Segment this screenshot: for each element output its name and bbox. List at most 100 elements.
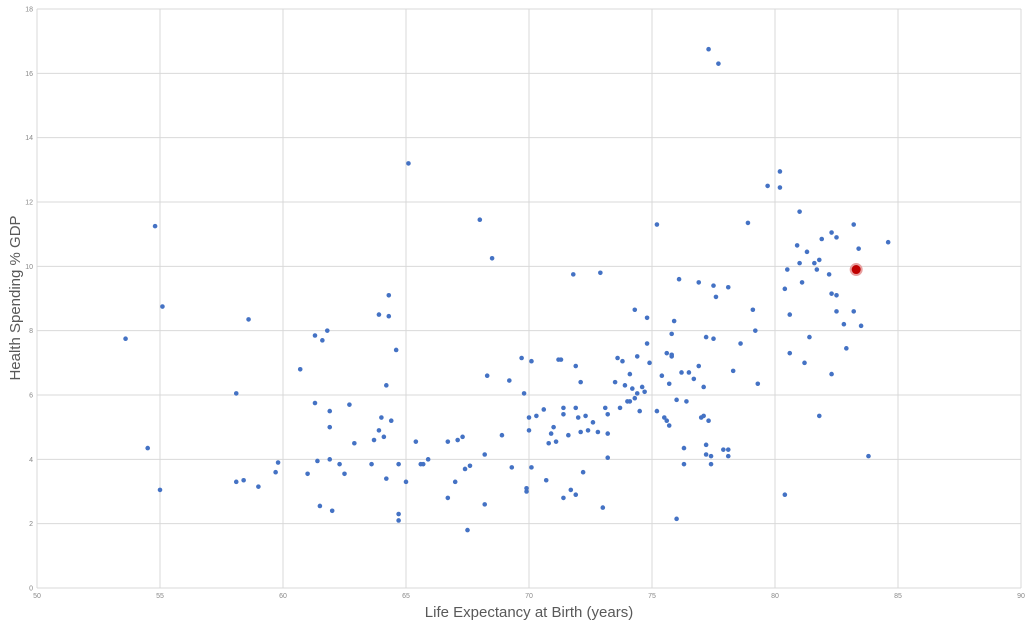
- data-point: [580, 469, 586, 475]
- data-point: [674, 516, 679, 522]
- data-point: [703, 452, 709, 457]
- data-point: [856, 246, 861, 251]
- data-point: [152, 223, 158, 229]
- data-point: [782, 492, 788, 498]
- data-point: [455, 437, 460, 443]
- data-point: [725, 453, 731, 459]
- data-point: [386, 292, 392, 298]
- data-point: [573, 363, 579, 369]
- data-point: [814, 267, 820, 272]
- data-point: [561, 412, 566, 417]
- data-point: [585, 428, 591, 433]
- data-point: [583, 413, 588, 419]
- data-point: [566, 432, 571, 438]
- data-point: [526, 415, 532, 420]
- data-point: [246, 317, 251, 322]
- x-tick-label: 80: [771, 593, 779, 600]
- data-point: [598, 270, 603, 276]
- data-point: [605, 455, 611, 461]
- data-point: [413, 439, 419, 444]
- data-point: [507, 378, 512, 383]
- data-point: [765, 183, 770, 189]
- data-point: [664, 350, 670, 356]
- data-point: [371, 437, 377, 443]
- data-point: [708, 453, 714, 459]
- data-point: [755, 381, 761, 387]
- data-point: [543, 477, 549, 483]
- data-point: [639, 384, 645, 390]
- data-point: [647, 360, 652, 366]
- data-point: [627, 371, 633, 377]
- data-point: [802, 360, 807, 366]
- data-point: [721, 447, 726, 452]
- data-point: [317, 503, 323, 509]
- data-point: [669, 331, 674, 337]
- data-point: [420, 461, 426, 467]
- data-point: [327, 457, 333, 462]
- data-point: [632, 395, 638, 401]
- data-point: [573, 492, 579, 498]
- data-point: [369, 461, 374, 467]
- data-point: [654, 408, 660, 414]
- data-point: [396, 518, 401, 523]
- data-point: [829, 371, 834, 377]
- data-point: [716, 61, 721, 66]
- data-point: [691, 376, 697, 382]
- data-point: [575, 415, 581, 420]
- x-tick-label: 65: [402, 593, 410, 600]
- y-tick-label: 2: [29, 521, 33, 528]
- x-axis-title: Life Expectancy at Birth (years): [425, 604, 633, 621]
- x-tick-label: 50: [33, 593, 41, 600]
- data-point: [546, 440, 551, 446]
- data-point: [445, 495, 451, 501]
- data-point: [602, 405, 608, 411]
- data-point: [730, 368, 736, 374]
- data-point: [617, 405, 623, 411]
- data-point: [666, 423, 672, 428]
- data-point: [305, 471, 310, 477]
- data-point: [684, 399, 689, 404]
- data-point: [352, 440, 357, 446]
- data-point: [578, 429, 583, 435]
- highlighted-data-point: [849, 263, 863, 277]
- data-point: [885, 239, 891, 245]
- data-point: [529, 358, 534, 364]
- data-point: [703, 442, 709, 448]
- data-point: [713, 294, 719, 300]
- data-point: [524, 489, 529, 494]
- data-point: [379, 415, 384, 420]
- data-point: [812, 260, 817, 266]
- data-point: [711, 336, 716, 342]
- data-point: [324, 328, 330, 333]
- data-point: [467, 463, 473, 469]
- data-point: [526, 428, 532, 433]
- data-point: [666, 381, 672, 387]
- y-tick-label: 6: [29, 393, 33, 400]
- data-point: [482, 502, 488, 507]
- data-point: [745, 220, 751, 226]
- data-point: [561, 495, 566, 501]
- data-point: [396, 461, 401, 467]
- data-point: [551, 424, 556, 430]
- tick-labels: 50 55 60 65 70 75 80 85 90 0 2 4 6 8 10 12 14 16 18: [25, 7, 1025, 601]
- data-point: [659, 373, 665, 379]
- data-point: [388, 418, 394, 424]
- data-point: [273, 469, 278, 475]
- data-point: [622, 383, 628, 388]
- data-point: [851, 309, 857, 314]
- data-point: [275, 460, 281, 465]
- data-point: [787, 312, 793, 317]
- data-point: [664, 418, 670, 424]
- y-tick-label: 18: [25, 7, 33, 14]
- data-point: [706, 46, 711, 52]
- data-point: [866, 453, 871, 459]
- data-point: [482, 452, 488, 457]
- data-point: [681, 461, 687, 467]
- data-point: [782, 286, 788, 292]
- data-point: [858, 323, 864, 329]
- data-point: [834, 235, 839, 240]
- data-point: [337, 461, 342, 467]
- data-point: [568, 487, 574, 493]
- data-point: [799, 280, 805, 285]
- data-point: [750, 307, 756, 313]
